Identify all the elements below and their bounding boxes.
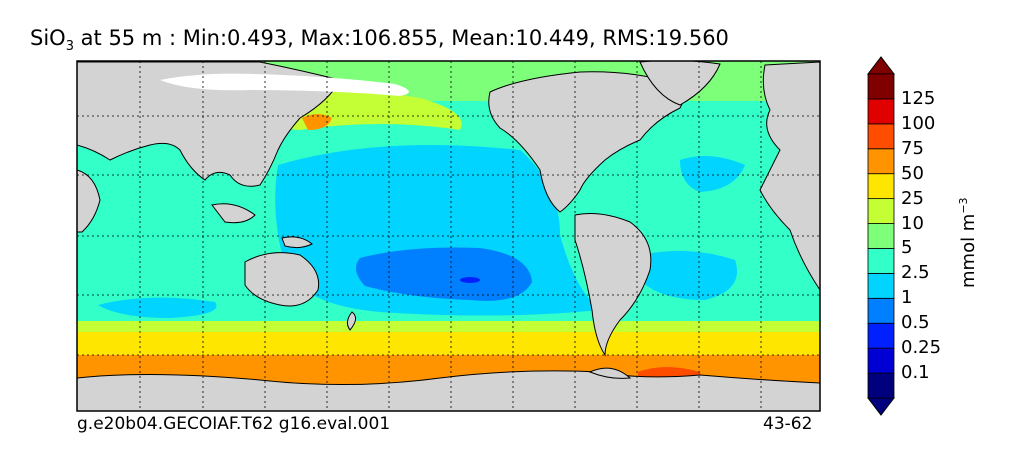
colorbar-segment xyxy=(867,198,895,224)
colorbar-segment xyxy=(867,347,895,374)
indian-low-region xyxy=(98,297,217,318)
land-antarctic-peninsula xyxy=(588,367,632,379)
colorbar-tick-label: 50 xyxy=(901,162,924,184)
colorbar-tick-label: 10 xyxy=(901,212,924,234)
land-masses xyxy=(77,61,820,411)
colorbar-arrow-high xyxy=(866,56,896,75)
land-new-zealand xyxy=(346,311,356,331)
arctic-sea-ice xyxy=(160,73,409,96)
land-europe-africa-west xyxy=(759,61,820,291)
colorbar xyxy=(866,56,896,416)
map-content xyxy=(77,61,820,411)
atlantic-south-low xyxy=(640,251,737,300)
pacific-subtropical-gyre xyxy=(356,247,532,301)
colorbar-tick-label: 2.5 xyxy=(901,262,930,284)
land-new-guinea xyxy=(281,236,313,249)
colorbar-tick-label: 0.5 xyxy=(901,312,930,334)
title-stats: at 55 m : Min:0.493, Max:106.855, Mean:1… xyxy=(73,26,729,50)
colorbar-units-label: mmol m−3 xyxy=(957,197,979,288)
plot-title: SiO3 at 55 m : Min:0.493, Max:106.855, M… xyxy=(30,26,729,54)
land-antarctica xyxy=(77,370,820,411)
colorbar-segment xyxy=(867,372,895,399)
title-subscript: 3 xyxy=(65,39,74,55)
colorbar-segment xyxy=(867,322,895,349)
colorbar-tick-label: 125 xyxy=(901,87,936,109)
graticule xyxy=(77,61,820,411)
year-range-label: 43-62 xyxy=(763,414,813,434)
land-africa-east xyxy=(77,169,101,233)
land-north-america xyxy=(488,71,691,213)
title-species: SiO xyxy=(30,26,66,50)
land-greenland xyxy=(639,61,721,106)
okhotsk-high xyxy=(302,114,332,130)
colorbar-segment xyxy=(867,123,895,150)
colorbar-segment xyxy=(867,297,895,324)
colorbar-tick-label: 100 xyxy=(901,112,936,134)
ocean-band-south xyxy=(77,330,820,355)
land-australia xyxy=(244,252,320,307)
colorbar-arrow-low xyxy=(866,397,896,416)
colorbar-segment xyxy=(867,98,895,125)
pacific-gyre-core xyxy=(460,277,480,283)
colorbar-tick-label: 1 xyxy=(901,287,913,309)
colorbar-tick-label: 25 xyxy=(901,187,924,209)
map-frame xyxy=(76,60,821,412)
colorbar-tick-label: 75 xyxy=(901,137,924,159)
colorbar-tick-label: 0.25 xyxy=(901,337,942,359)
colorbar-segment xyxy=(867,223,895,249)
colorbar-segment xyxy=(867,73,895,100)
colorbar-tick-label: 0.1 xyxy=(901,362,930,384)
colorbar-segment xyxy=(867,272,895,299)
colorbar-segment xyxy=(867,248,895,274)
colorbar-tick-label: 5 xyxy=(901,237,913,259)
units-exponent: −3 xyxy=(957,197,970,214)
units-main: mmol m xyxy=(958,213,979,288)
colorbar-segment xyxy=(867,148,895,175)
ocean-band-subantarctic xyxy=(77,320,820,332)
land-south-america xyxy=(574,213,652,357)
atlantic-north-low xyxy=(680,156,745,192)
land-indonesia xyxy=(211,203,256,224)
land-eurasia-east xyxy=(77,61,341,187)
case-name-label: g.e20b04.GECOIAF.T62 g16.eval.001 xyxy=(77,414,391,434)
colorbar-segment xyxy=(867,173,895,200)
